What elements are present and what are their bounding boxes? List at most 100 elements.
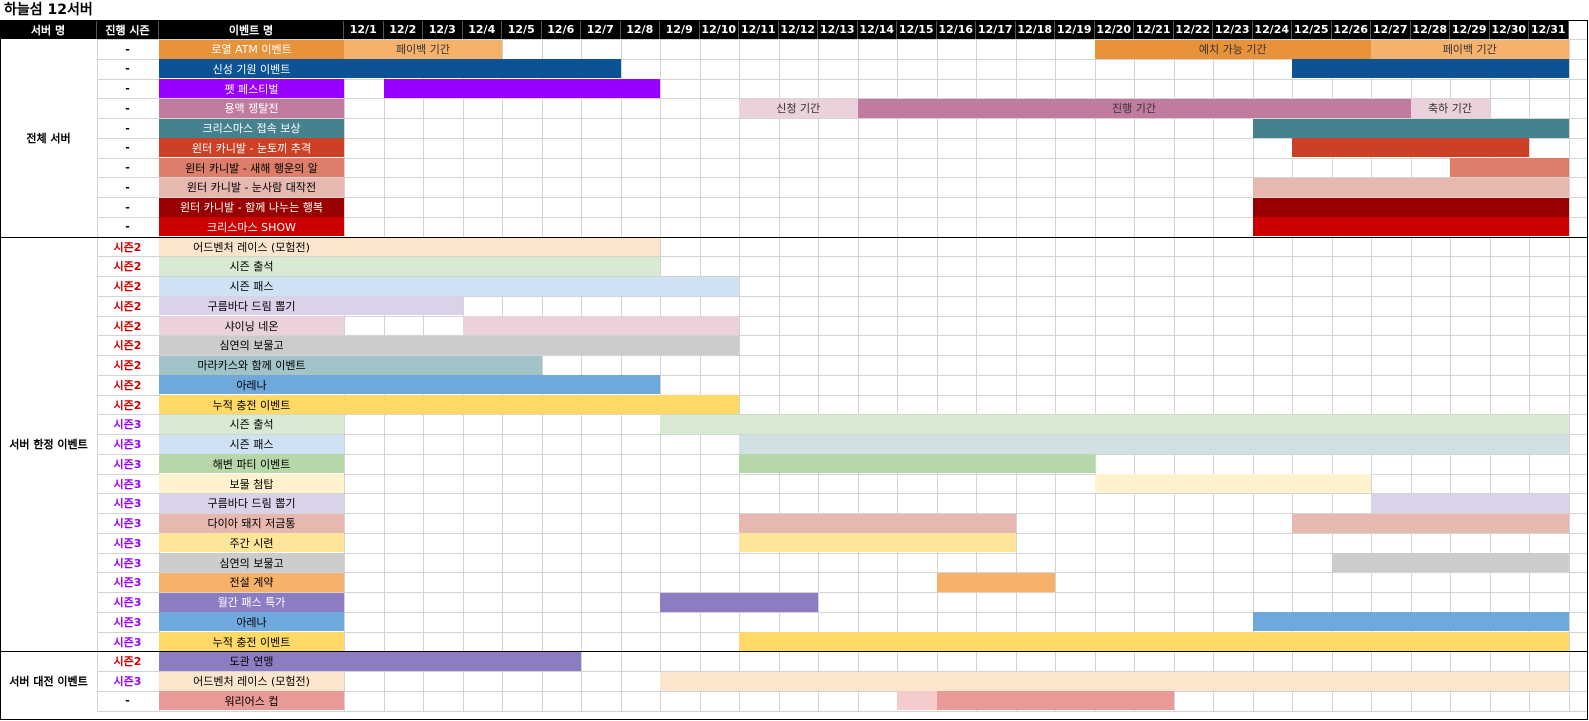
date-header[interactable]: 12/18 <box>1015 20 1055 39</box>
header-server[interactable]: 서버 명 <box>0 20 97 39</box>
event-name-cell[interactable]: 월간 패스 특가 <box>159 592 344 612</box>
schedule-bar[interactable] <box>660 414 1569 434</box>
event-name-cell[interactable]: 로열 ATM 이벤트 <box>159 39 344 59</box>
schedule-bar[interactable] <box>1252 177 1569 197</box>
date-header[interactable]: 12/15 <box>897 20 937 39</box>
event-name-cell[interactable]: 다이아 돼지 저금통 <box>159 513 344 533</box>
schedule-bar[interactable] <box>344 335 739 355</box>
date-header[interactable]: 12/8 <box>620 20 660 39</box>
event-name-cell[interactable]: 시즌 패스 <box>159 434 344 454</box>
schedule-bar[interactable] <box>1252 612 1569 632</box>
date-header[interactable]: 12/10 <box>699 20 739 39</box>
date-header[interactable]: 12/30 <box>1489 20 1529 39</box>
schedule-bar[interactable] <box>1331 553 1569 572</box>
schedule-bar[interactable] <box>660 592 818 612</box>
date-header[interactable]: 12/31 <box>1529 20 1569 39</box>
schedule-bar[interactable] <box>739 434 1569 454</box>
date-header[interactable]: 12/5 <box>502 20 542 39</box>
date-header[interactable]: 12/17 <box>976 20 1016 39</box>
event-name-cell[interactable]: 샤이닝 네온 <box>159 316 344 335</box>
date-header[interactable]: 12/3 <box>423 20 463 39</box>
schedule-bar[interactable] <box>1450 158 1569 177</box>
event-name-cell[interactable]: 시즌 패스 <box>159 276 344 296</box>
event-name-cell[interactable]: 구름바다 드림 뽑기 <box>159 296 344 316</box>
date-header[interactable]: 12/22 <box>1173 20 1213 39</box>
date-header[interactable]: 12/2 <box>383 20 423 39</box>
schedule-bar[interactable] <box>739 454 1095 474</box>
date-header[interactable]: 12/13 <box>818 20 858 39</box>
event-name-cell[interactable]: 윈터 카니발 - 새해 행운의 알 <box>159 158 344 177</box>
event-name-cell[interactable]: 윈터 카니발 - 함께 나누는 행복 <box>159 197 344 217</box>
schedule-bar[interactable] <box>344 395 739 414</box>
date-header[interactable]: 12/4 <box>462 20 502 39</box>
schedule-bar[interactable] <box>1252 217 1569 237</box>
schedule-bar[interactable] <box>660 671 1569 691</box>
event-name-cell[interactable]: 아레나 <box>159 375 344 395</box>
date-header[interactable]: 12/12 <box>778 20 818 39</box>
schedule-bar[interactable] <box>383 79 660 98</box>
schedule-bar[interactable] <box>1252 118 1569 138</box>
event-name-cell[interactable]: 신성 기원 이벤트 <box>159 59 344 79</box>
schedule-bar[interactable]: 축하 기간 <box>1410 98 1490 118</box>
event-name-cell[interactable]: 윈터 카니발 - 눈토끼 추격 <box>159 138 344 158</box>
date-header[interactable]: 12/29 <box>1450 20 1490 39</box>
schedule-bar[interactable] <box>1371 493 1569 513</box>
event-name-cell[interactable]: 어드벤처 레이스 (모험전) <box>159 671 344 691</box>
event-name-cell[interactable]: 용맥 쟁탈전 <box>159 98 344 118</box>
date-header[interactable]: 12/24 <box>1252 20 1292 39</box>
schedule-bar[interactable] <box>344 256 660 276</box>
event-name-cell[interactable]: 워리어스 컵 <box>159 691 344 711</box>
event-name-cell[interactable]: 아레나 <box>159 612 344 632</box>
header-event[interactable]: 이벤트 명 <box>159 20 344 39</box>
event-name-cell[interactable]: 크리스마스 접속 보상 <box>159 118 344 138</box>
event-name-cell[interactable]: 누적 충전 이벤트 <box>159 632 344 651</box>
schedule-bar[interactable]: 페이백 기간 <box>344 39 502 59</box>
date-header[interactable]: 12/21 <box>1134 20 1174 39</box>
schedule-bar[interactable] <box>739 513 1016 533</box>
event-name-cell[interactable]: 어드벤처 레이스 (모험전) <box>159 237 344 256</box>
event-name-cell[interactable]: 시즌 출석 <box>159 414 344 434</box>
date-header[interactable]: 12/11 <box>739 20 779 39</box>
schedule-bar[interactable] <box>344 296 463 316</box>
date-header[interactable]: 12/14 <box>857 20 897 39</box>
schedule-bar[interactable]: 페이백 기간 <box>1371 39 1569 59</box>
schedule-bar[interactable] <box>739 533 1016 553</box>
date-header[interactable]: 12/23 <box>1213 20 1253 39</box>
schedule-bar[interactable]: 진행 기간 <box>857 98 1411 118</box>
schedule-bar[interactable] <box>344 237 660 256</box>
schedule-bar[interactable] <box>344 375 660 395</box>
schedule-bar[interactable] <box>1252 197 1569 217</box>
date-header[interactable]: 12/27 <box>1371 20 1411 39</box>
date-header[interactable]: 12/19 <box>1055 20 1095 39</box>
date-header[interactable]: 12/20 <box>1094 20 1134 39</box>
event-name-cell[interactable]: 전설 계약 <box>159 572 344 592</box>
schedule-bar[interactable] <box>1292 59 1569 79</box>
event-name-cell[interactable]: 펫 페스티벌 <box>159 79 344 98</box>
event-name-cell[interactable]: 도관 연맹 <box>159 651 344 671</box>
schedule-bar[interactable] <box>344 355 542 375</box>
date-header[interactable]: 12/6 <box>541 20 581 39</box>
event-name-cell[interactable]: 시즌 출석 <box>159 256 344 276</box>
date-header[interactable]: 12/9 <box>660 20 700 39</box>
schedule-bar[interactable] <box>936 572 1055 592</box>
header-season[interactable]: 진행 시즌 <box>97 20 159 39</box>
schedule-bar[interactable] <box>344 651 581 671</box>
event-name-cell[interactable]: 구름바다 드림 뽑기 <box>159 493 344 513</box>
schedule-bar[interactable]: 예치 가능 기간 <box>1094 39 1371 59</box>
schedule-bar[interactable] <box>936 691 1174 711</box>
event-name-cell[interactable]: 마라카스와 함께 이벤트 <box>159 355 344 375</box>
schedule-bar[interactable] <box>1292 138 1529 158</box>
date-header[interactable]: 12/16 <box>936 20 976 39</box>
date-header[interactable]: 12/1 <box>344 20 384 39</box>
date-header[interactable]: 12/28 <box>1410 20 1450 39</box>
schedule-bar[interactable] <box>1292 513 1569 533</box>
date-header[interactable]: 12/7 <box>581 20 621 39</box>
schedule-bar[interactable] <box>344 59 621 79</box>
event-name-cell[interactable]: 누적 충전 이벤트 <box>159 395 344 414</box>
schedule-bar[interactable] <box>1094 474 1371 493</box>
event-name-cell[interactable]: 크리스마스 SHOW <box>159 217 344 237</box>
date-header[interactable]: 12/26 <box>1331 20 1371 39</box>
event-name-cell[interactable]: 주간 시련 <box>159 533 344 553</box>
schedule-bar[interactable]: 신청 기간 <box>739 98 858 118</box>
event-name-cell[interactable]: 심연의 보물고 <box>159 553 344 572</box>
